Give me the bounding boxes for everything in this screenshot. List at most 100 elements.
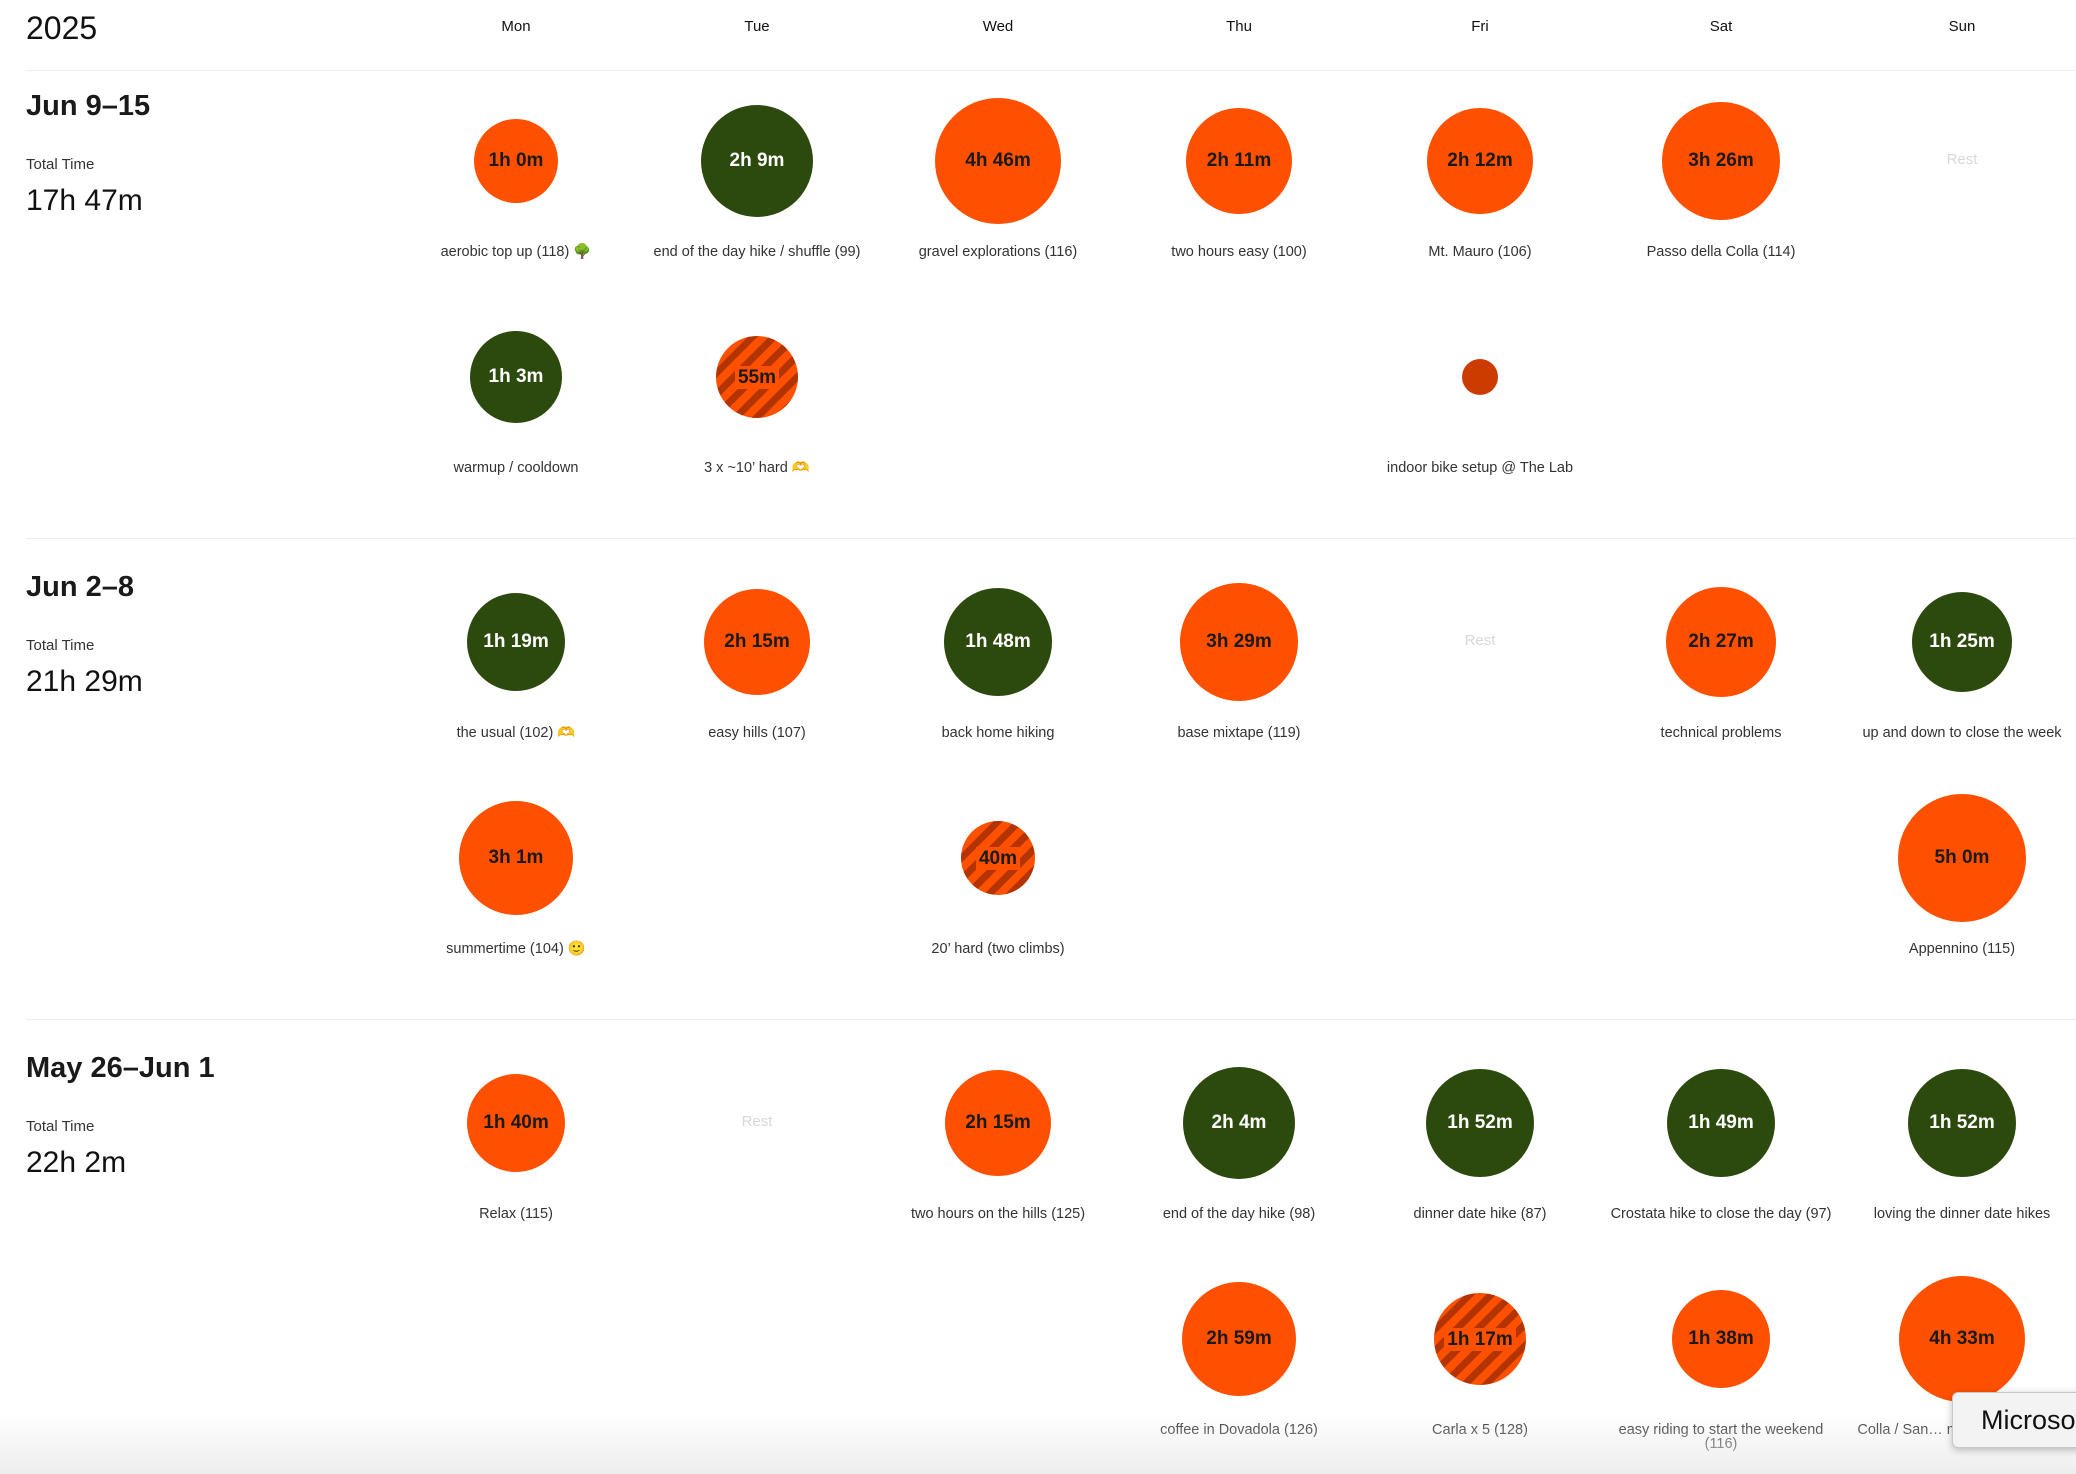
activity-circle[interactable]: 1h 40m <box>467 1074 565 1172</box>
activity-circle[interactable]: 1h 0m <box>474 119 558 203</box>
activity-duration: 2h 15m <box>724 631 790 652</box>
total-time-value: 21h 29m <box>26 665 143 698</box>
activity-duration: 1h 40m <box>483 1112 549 1133</box>
activity-duration: 1h 49m <box>1688 1112 1754 1133</box>
activity-label[interactable]: aerobic top up (118) 🌳 <box>440 244 592 260</box>
activity-duration: 2h 11m <box>1206 150 1272 171</box>
activity-label[interactable]: up and down to close the week <box>1862 725 2062 741</box>
activity-circle[interactable]: 5h 0m <box>1898 794 2026 922</box>
activity-circle[interactable]: 3h 29m <box>1180 583 1298 701</box>
activity-label[interactable]: easy hills (107) <box>708 725 806 741</box>
activity-duration: 3h 26m <box>1688 150 1754 171</box>
activity-duration: 5h 0m <box>1934 847 1990 868</box>
header-divider <box>26 70 2076 71</box>
activity-label[interactable]: end of the day hike (98) <box>1162 1206 1316 1222</box>
activity-circle[interactable]: 1h 48m <box>944 588 1052 696</box>
activity-circle[interactable]: 1h 49m <box>1667 1069 1775 1177</box>
activity-label[interactable]: loving the dinner date hikes <box>1873 1206 2051 1222</box>
week-range: Jun 9–15 <box>26 90 151 122</box>
activity-label[interactable]: 20’ hard (two climbs) <box>931 941 1065 957</box>
total-time-label: Total Time <box>26 156 95 173</box>
activity-circle[interactable]: 1h 3m <box>470 331 562 423</box>
activity-circle[interactable]: 2h 15m <box>945 1070 1051 1176</box>
activity-circle[interactable]: 1h 52m <box>1426 1069 1534 1177</box>
activity-circle[interactable]: 2h 9m <box>701 105 813 217</box>
activity-circle[interactable]: 4h 46m <box>935 98 1061 224</box>
activity-duration: 1h 25m <box>1929 631 1995 652</box>
day-header-fri: Fri <box>1471 18 1489 35</box>
rest-day: Rest <box>1946 151 1978 168</box>
activity-label[interactable]: back home hiking <box>941 725 1055 741</box>
activity-duration: 3h 1m <box>488 847 544 868</box>
activity-label[interactable]: indoor bike setup @ The Lab <box>1386 460 1574 476</box>
activity-duration: 1h 0m <box>488 150 544 171</box>
week-range: Jun 2–8 <box>26 571 134 603</box>
activity-label[interactable]: end of the day hike / shuffle (99) <box>653 244 861 260</box>
day-header-sun: Sun <box>1948 18 1976 35</box>
activity-circle[interactable]: 3h 1m <box>459 801 573 915</box>
day-header-mon: Mon <box>501 18 531 35</box>
rest-day: Rest <box>741 1113 773 1130</box>
activity-circle[interactable]: 1h 17m <box>1434 1293 1526 1385</box>
activity-duration: 2h 15m <box>965 1112 1031 1133</box>
activity-duration: 55m <box>734 365 780 389</box>
activity-label[interactable]: dinner date hike (87) <box>1413 1206 1547 1222</box>
activity-label[interactable]: Crostata hike to close the day (97) <box>1610 1206 1832 1222</box>
activity-circle[interactable]: 2h 4m <box>1183 1067 1295 1179</box>
activity-circle[interactable] <box>1462 359 1498 395</box>
activity-circle[interactable]: 1h 25m <box>1912 592 2012 692</box>
activity-circle[interactable]: 3h 26m <box>1662 102 1780 220</box>
activity-label[interactable]: Mt. Mauro (106) <box>1428 244 1532 260</box>
day-header-sat: Sat <box>1709 18 1733 35</box>
activity-circle[interactable]: 2h 27m <box>1666 587 1776 697</box>
activity-duration: 2h 59m <box>1206 1328 1272 1349</box>
activity-label[interactable]: coffee in Dovadola (126) <box>1160 1422 1318 1438</box>
total-time-label: Total Time <box>26 637 95 654</box>
activity-circle[interactable]: 1h 52m <box>1908 1069 2016 1177</box>
activity-circle[interactable]: 1h 19m <box>467 593 565 691</box>
year-title: 2025 <box>26 10 98 46</box>
activity-circle[interactable]: 1h 38m <box>1672 1290 1770 1388</box>
day-header-wed: Wed <box>982 18 1014 35</box>
activity-duration: 1h 3m <box>488 366 544 387</box>
activity-duration: 2h 4m <box>1211 1112 1267 1133</box>
activity-label[interactable]: the usual (102) 🫶 <box>456 725 576 741</box>
activity-label[interactable]: 3 x ~10’ hard 🫶 <box>704 460 810 476</box>
activity-duration: 2h 9m <box>729 150 785 171</box>
activity-label[interactable]: gravel explorations (116) <box>918 244 1078 260</box>
week-divider <box>26 1019 2076 1020</box>
activity-label[interactable]: Appennino (115) <box>1908 941 2016 957</box>
activity-label[interactable]: easy riding to start the weekend (116) <box>1618 1422 1824 1452</box>
week-range: May 26–Jun 1 <box>26 1052 215 1084</box>
activity-label[interactable]: base mixtape (119) <box>1177 725 1301 741</box>
activity-label[interactable]: Relax (115) <box>479 1206 553 1222</box>
activity-duration: 4h 46m <box>965 150 1031 171</box>
total-time-label: Total Time <box>26 1118 95 1135</box>
activity-circle[interactable]: 4h 33m <box>1899 1276 2025 1402</box>
activity-label[interactable]: two hours easy (100) <box>1171 244 1307 260</box>
activity-circle[interactable]: 2h 11m <box>1186 108 1292 214</box>
activity-duration: 4h 33m <box>1929 1328 1995 1349</box>
activity-label[interactable]: warmup / cooldown <box>453 460 579 476</box>
activity-label[interactable]: technical problems <box>1660 725 1782 741</box>
rest-day: Rest <box>1464 632 1496 649</box>
activity-duration: 1h 48m <box>965 631 1031 652</box>
activity-circle[interactable]: 2h 15m <box>704 589 810 695</box>
activity-duration: 40m <box>975 846 1021 870</box>
activity-label[interactable]: Passo della Colla (114) <box>1646 244 1796 260</box>
notification-toast[interactable]: Microsoft <box>1952 1392 2076 1448</box>
activity-circle[interactable]: 2h 12m <box>1427 108 1533 214</box>
activity-duration: 3h 29m <box>1206 631 1272 652</box>
activity-label[interactable]: summertime (104) 🙂 <box>446 941 586 957</box>
total-time-value: 22h 2m <box>26 1146 127 1179</box>
activity-label[interactable]: Carla x 5 (128) <box>1432 1422 1528 1438</box>
activity-label[interactable]: two hours on the hills (125) <box>910 1206 1086 1222</box>
activity-circle[interactable]: 2h 59m <box>1182 1282 1296 1396</box>
activity-duration: 1h 19m <box>483 631 549 652</box>
day-header-tue: Tue <box>744 18 770 35</box>
activity-circle[interactable]: 40m <box>961 821 1035 895</box>
activity-duration: 2h 12m <box>1447 150 1513 171</box>
activity-circle[interactable]: 55m <box>716 336 798 418</box>
total-time-value: 17h 47m <box>26 184 143 217</box>
activity-duration: 2h 27m <box>1688 631 1754 652</box>
